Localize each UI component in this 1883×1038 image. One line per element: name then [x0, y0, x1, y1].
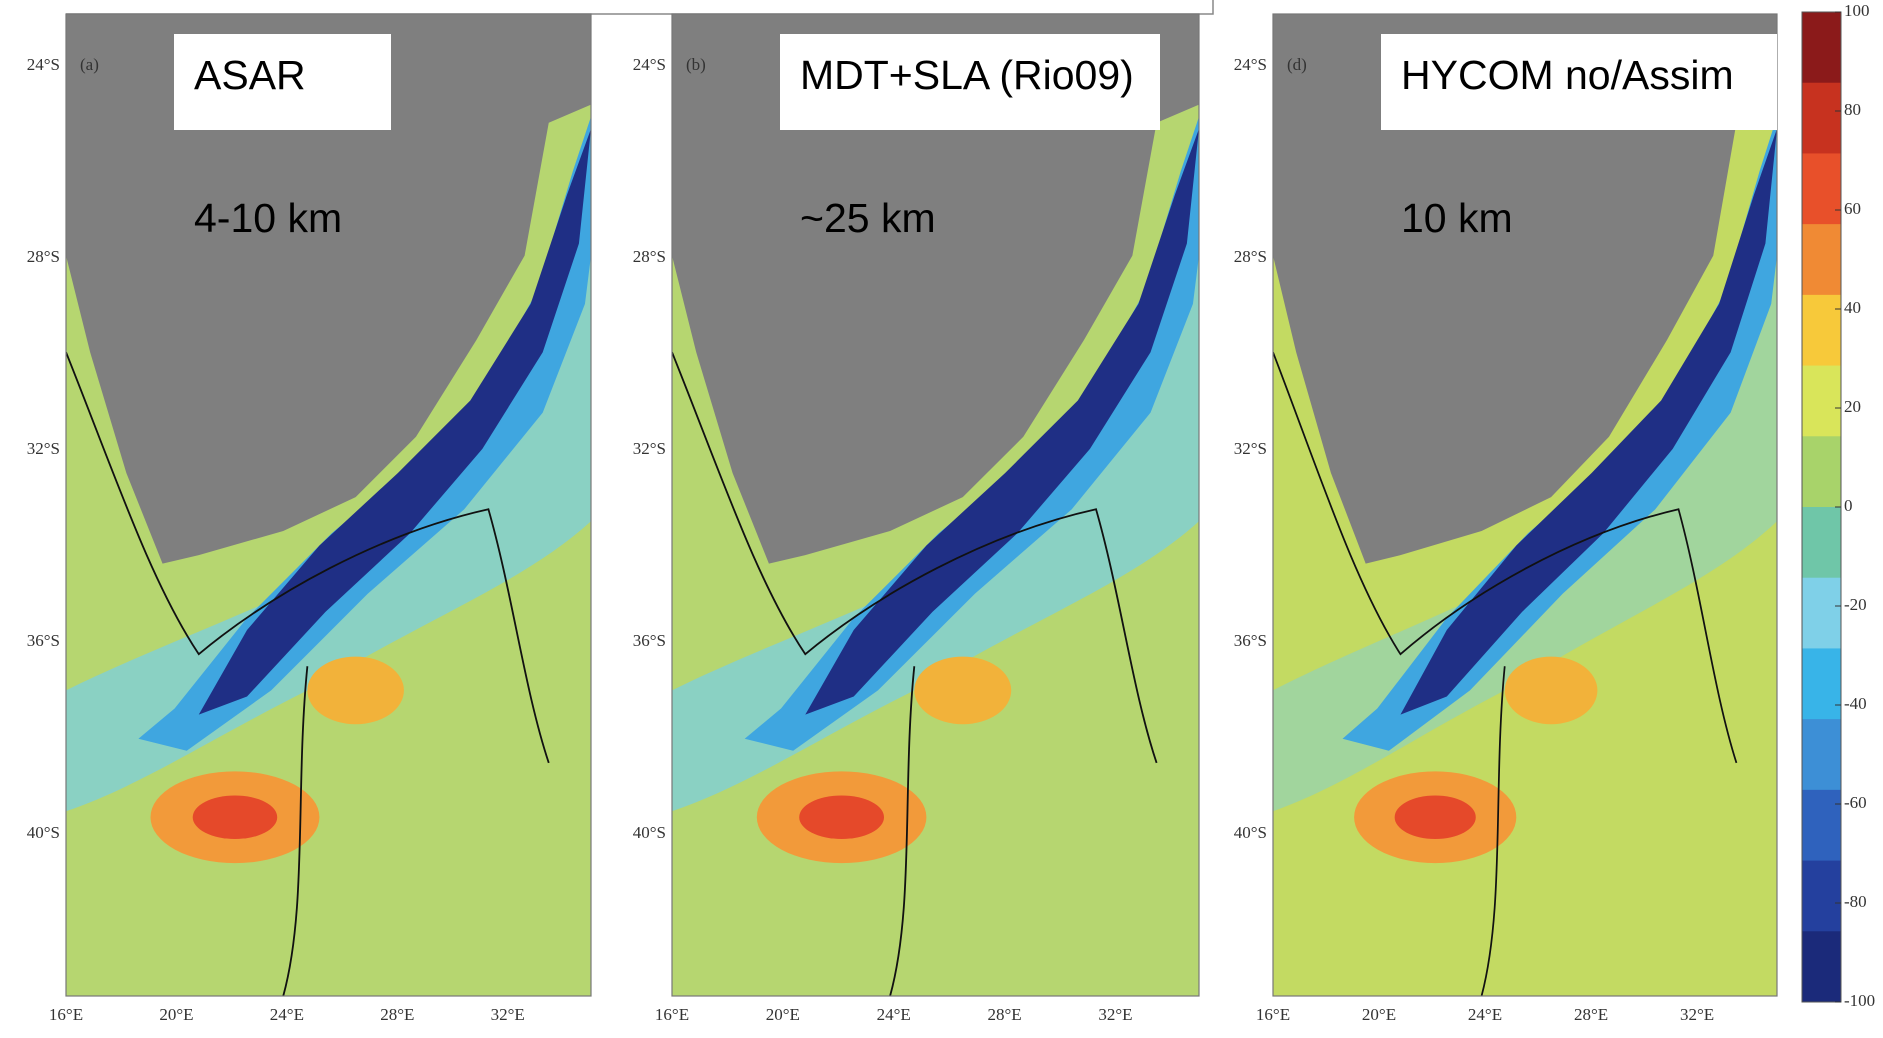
y-tick-label: 24°S: [633, 55, 666, 74]
resolution-label: ~25 km: [800, 195, 936, 241]
warm-eddy: [914, 657, 1011, 725]
x-tick-label: 32°E: [1098, 1005, 1132, 1024]
colorbar-tick-label: -40: [1844, 694, 1867, 713]
panel-title: HYCOM no/Assim: [1401, 52, 1734, 98]
colorbar-segment: [1802, 861, 1841, 932]
map-content: [1273, 14, 1777, 996]
y-tick-label: 40°S: [1234, 823, 1267, 842]
y-tick-label: 32°S: [1234, 439, 1267, 458]
colorbar-segment: [1802, 578, 1841, 649]
colorbar-tick-label: 80: [1844, 100, 1861, 119]
x-tick-label: 32°E: [491, 1005, 525, 1024]
warm-eddy-core: [1395, 795, 1476, 838]
y-tick-label: 32°S: [27, 439, 60, 458]
colorbar-tick-label: 0: [1844, 496, 1853, 515]
x-tick-label: 24°E: [1468, 1005, 1502, 1024]
y-tick-label: 24°S: [27, 55, 60, 74]
y-tick-label: 28°S: [1234, 247, 1267, 266]
colorbar-tick-label: 20: [1844, 397, 1861, 416]
panel-letter: (a): [80, 55, 99, 74]
x-tick-label: 28°E: [1574, 1005, 1608, 1024]
map-panel: [672, 14, 1199, 996]
figure: (a) ASAR 4-10 km 24°S 28°S 32°S 36°S 40°S 16°E 20…: [0, 0, 1883, 1038]
x-tick-label: 16°E: [655, 1005, 689, 1024]
y-tick-label: 28°S: [27, 247, 60, 266]
colorbar-segment: [1802, 366, 1841, 437]
map-content: [672, 14, 1199, 996]
colorbar-tick-label: 100: [1844, 1, 1870, 20]
x-tick-label: 28°E: [987, 1005, 1021, 1024]
y-tick-label: 36°S: [1234, 631, 1267, 650]
warm-eddy: [1505, 657, 1598, 725]
x-tick-label: 24°E: [270, 1005, 304, 1024]
colorbar-segment: [1802, 436, 1841, 507]
x-tick-label: 28°E: [380, 1005, 414, 1024]
map-panel: [66, 14, 591, 996]
x-tick-label: 20°E: [159, 1005, 193, 1024]
colorbar-segment: [1802, 224, 1841, 295]
frame-line: [66, 0, 1213, 14]
warm-eddy-core: [799, 795, 884, 838]
colorbar-segment: [1802, 295, 1841, 366]
colorbar-tick-label: -100: [1844, 991, 1875, 1010]
warm-eddy: [307, 657, 404, 725]
colorbar-tick-label: -60: [1844, 793, 1867, 812]
map-panel: [1273, 14, 1777, 996]
colorbar-tick-label: -80: [1844, 892, 1867, 911]
y-tick-label: 32°S: [633, 439, 666, 458]
x-tick-label: 20°E: [766, 1005, 800, 1024]
y-tick-label: 40°S: [633, 823, 666, 842]
panel-title: ASAR: [194, 52, 306, 98]
resolution-label: 4-10 km: [194, 195, 342, 241]
colorbar-segment: [1802, 153, 1841, 224]
warm-eddy-core: [193, 795, 277, 838]
colorbar-tick-label: 60: [1844, 199, 1861, 218]
panel-letter: (b): [686, 55, 706, 74]
y-tick-label: 28°S: [633, 247, 666, 266]
colorbar-segment: [1802, 648, 1841, 719]
colorbar-segment: [1802, 790, 1841, 861]
x-tick-label: 20°E: [1362, 1005, 1396, 1024]
colorbar-segment: [1802, 83, 1841, 154]
colorbar-segment: [1802, 931, 1841, 1002]
x-tick-label: 16°E: [1256, 1005, 1290, 1024]
y-tick-label: 40°S: [27, 823, 60, 842]
colorbar-segment: [1802, 719, 1841, 790]
x-tick-label: 32°E: [1680, 1005, 1714, 1024]
map-content: [66, 14, 591, 996]
x-tick-label: 16°E: [49, 1005, 83, 1024]
y-tick-label: 36°S: [27, 631, 60, 650]
panel-title: MDT+SLA (Rio09): [800, 52, 1134, 98]
panel-letter: (d): [1287, 55, 1307, 74]
colorbar-tick-label: 40: [1844, 298, 1861, 317]
x-tick-label: 24°E: [877, 1005, 911, 1024]
colorbar-segment: [1802, 507, 1841, 578]
resolution-label: 10 km: [1401, 195, 1513, 241]
colorbar-tick-label: -20: [1844, 595, 1867, 614]
y-tick-label: 24°S: [1234, 55, 1267, 74]
y-tick-label: 36°S: [633, 631, 666, 650]
colorbar-segment: [1802, 12, 1841, 83]
